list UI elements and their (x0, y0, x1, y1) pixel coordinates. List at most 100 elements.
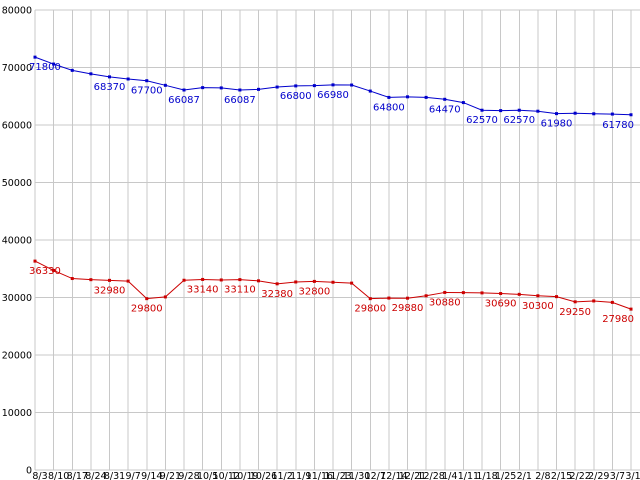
x-tick-label: 8/3 (32, 471, 47, 480)
x-tick-label: 11/30 (343, 471, 370, 480)
data-point-label: 66087 (168, 95, 200, 106)
x-tick-label: 1/4 (442, 471, 457, 480)
data-point (163, 83, 167, 87)
x-tick-label: 10/12 (213, 471, 240, 480)
data-point-label: 66800 (280, 91, 312, 102)
x-tick-label: 10/5 (197, 471, 218, 480)
data-point-label: 27980 (602, 314, 634, 325)
data-point (126, 279, 130, 283)
data-point (443, 290, 447, 294)
data-point (461, 101, 465, 105)
data-point (312, 279, 316, 283)
data-point (238, 278, 242, 282)
x-tick-label: 12/14 (380, 471, 407, 480)
data-point-label: 61980 (541, 119, 573, 130)
data-point (499, 109, 503, 113)
data-point (406, 296, 409, 300)
data-point (145, 297, 149, 301)
data-point-label: 29800 (131, 304, 163, 315)
x-tick-label: 2/15 (551, 471, 572, 480)
data-point (163, 295, 167, 299)
data-point (592, 299, 596, 303)
data-point (201, 86, 205, 90)
data-point (424, 95, 428, 99)
data-point (350, 83, 354, 87)
x-tick-label: 11/2 (271, 471, 292, 480)
x-axis-labels: 8/3 8/108/178/248/31 9/7 9/149/219/2810/510… (32, 471, 640, 480)
y-tick-label: 10000 (2, 408, 32, 419)
x-tick-label: 8/17 (67, 471, 88, 480)
data-point-label: 29880 (392, 303, 424, 314)
x-tick-label: 10/19 (231, 471, 258, 480)
series-upper-blue: 71800 68370 67700 66087 66087 66800 66980 64800… (29, 55, 634, 131)
y-tick-label: 60000 (2, 121, 32, 132)
data-point (368, 89, 372, 93)
data-point (350, 281, 354, 285)
y-tick-label: 20000 (2, 351, 32, 362)
x-tick-label: 1/25 (495, 471, 516, 480)
data-point (219, 86, 223, 90)
x-tick-label: 9/28 (178, 471, 199, 480)
data-point (424, 294, 428, 298)
data-point (461, 291, 465, 295)
data-point (387, 296, 391, 300)
data-point (52, 268, 56, 272)
data-point (52, 62, 56, 66)
data-point-label: 67700 (131, 86, 163, 97)
data-point-label: 30880 (429, 297, 461, 308)
data-point-label: 61780 (602, 120, 634, 131)
y-tick-label: 70000 (2, 63, 32, 74)
x-tick-label: 11/23 (324, 471, 351, 480)
data-point (238, 88, 242, 92)
data-point (257, 87, 260, 91)
data-point (573, 300, 577, 304)
data-point (517, 292, 521, 296)
data-point (443, 97, 447, 101)
x-tick-label: 1/11 (458, 471, 479, 480)
data-point-label: 29800 (354, 304, 386, 315)
data-point (610, 300, 614, 304)
x-tick-label: 2/1 (517, 471, 532, 480)
data-point (182, 88, 186, 92)
data-point (610, 112, 614, 116)
grid (34, 9, 640, 471)
data-point-label: 33110 (224, 285, 256, 296)
data-point (536, 294, 540, 298)
x-tick-label: 12/21 (399, 471, 426, 480)
x-tick-label: 9/21 (160, 471, 181, 480)
data-point (331, 280, 335, 284)
y-axis-labels: 0 10000 20000 30000 40000 50000 60000 70000 8000… (2, 6, 32, 477)
x-tick-label: 1/18 (476, 471, 497, 480)
data-point (536, 109, 540, 113)
x-tick-label: 9/7 (125, 471, 140, 480)
data-point (573, 111, 577, 115)
y-tick-label: 50000 (2, 178, 32, 189)
data-point-label: 66087 (224, 95, 256, 106)
data-point (592, 112, 596, 116)
data-point-label: 32980 (94, 285, 126, 296)
data-point (89, 72, 93, 76)
data-point (145, 79, 149, 83)
data-point (517, 108, 521, 112)
data-point (368, 297, 372, 301)
x-tick-label: 3/7 (610, 471, 625, 480)
data-point (70, 68, 74, 72)
data-point-label: 68370 (94, 82, 126, 93)
data-point (294, 84, 298, 88)
data-point-label: 32380 (261, 289, 293, 300)
x-tick-label: 10/26 (250, 471, 277, 480)
data-point (294, 280, 298, 284)
data-point (108, 75, 111, 79)
data-point-label: 62570 (466, 115, 498, 126)
x-tick-label: 8/24 (85, 471, 106, 480)
x-tick-label: 8/31 (104, 471, 125, 480)
data-point (406, 95, 409, 99)
x-tick-label: 2/22 (569, 471, 590, 480)
data-point (126, 77, 130, 81)
data-point (201, 277, 205, 281)
data-point-label: 64470 (429, 104, 461, 115)
data-point (629, 307, 633, 311)
data-point (480, 291, 484, 295)
series-lower-red: 36330 32980 29800 33140 33110 32380 32800 29800… (29, 259, 634, 325)
